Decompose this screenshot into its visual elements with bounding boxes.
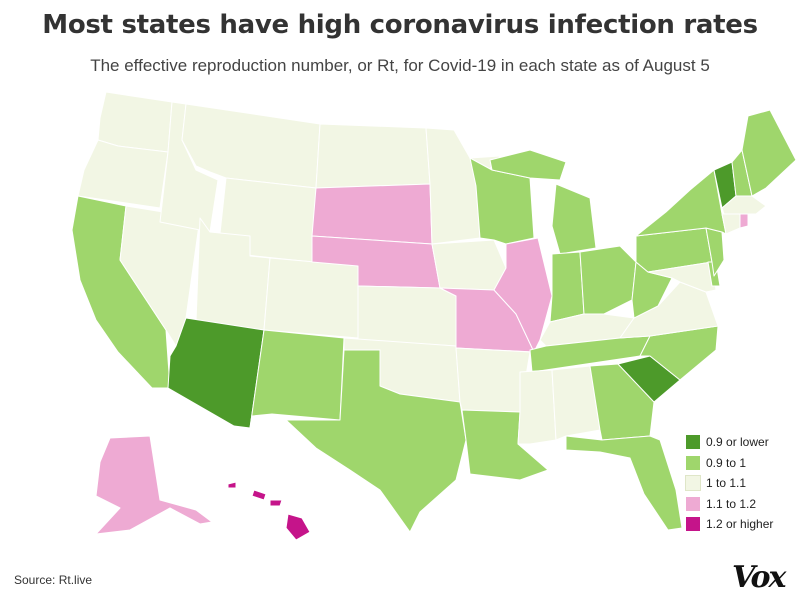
state-ak — [95, 435, 213, 535]
state-ks — [357, 285, 457, 347]
legend-swatch-1 — [686, 455, 700, 470]
legend-label-0: 0.9 or lower — [706, 435, 769, 450]
legend-item-0: 0.9 or lower — [686, 432, 773, 453]
legend-swatch-0 — [686, 435, 700, 450]
state-al — [551, 365, 601, 441]
state-fl — [565, 435, 683, 531]
state-ia — [431, 239, 507, 291]
state-az — [167, 317, 265, 429]
legend-item-4: 1.2 or higher — [686, 514, 773, 535]
legend-label-3: 1.1 to 1.2 — [706, 496, 757, 511]
legend-label-4: 1.2 or higher — [706, 517, 774, 532]
state-me — [741, 109, 797, 197]
state-in — [549, 251, 585, 323]
state-hi — [227, 481, 311, 541]
state-oh — [579, 245, 637, 315]
legend: 0.9 or lower 0.9 to 1 1 to 1.1 1.1 to 1.… — [685, 432, 773, 535]
state-sd — [311, 183, 433, 245]
state-ny — [635, 169, 727, 237]
state-mi — [489, 149, 567, 181]
state-ri — [739, 213, 749, 229]
state-co — [263, 257, 361, 339]
state-ms — [517, 369, 557, 445]
legend-swatch-3 — [686, 496, 700, 511]
state-nm — [249, 329, 345, 429]
state-ar — [455, 347, 531, 413]
legend-item-1: 0.9 to 1 — [686, 453, 773, 474]
legend-label-2: 1 to 1.1 — [706, 476, 747, 491]
legend-swatch-4 — [686, 517, 700, 532]
source-note: Source: Rt.live — [14, 573, 93, 587]
legend-item-2: 1 to 1.1 — [685, 473, 773, 494]
legend-label-1: 0.9 to 1 — [706, 455, 747, 470]
state-nd — [315, 123, 431, 189]
state-or — [77, 139, 169, 209]
legend-swatch-2 — [685, 475, 701, 492]
state-tx — [285, 349, 467, 533]
state-mi-lower — [551, 183, 597, 255]
chart-subtitle: The effective reproduction number, or Rt… — [90, 56, 710, 75]
chart-title: Most states have high coronavirus infect… — [42, 10, 758, 40]
vox-logo: Vox — [732, 560, 786, 595]
legend-item-3: 1.1 to 1.2 — [686, 494, 773, 515]
